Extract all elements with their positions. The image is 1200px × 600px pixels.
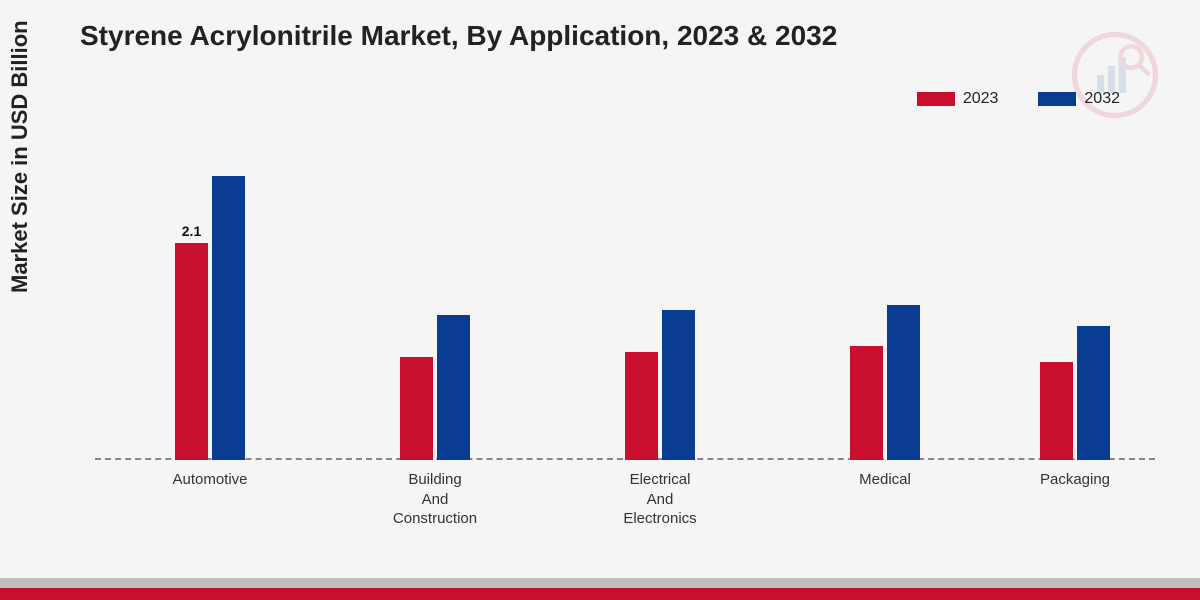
bar-2023 [850,346,883,460]
x-axis-category-label: Medical [815,470,955,490]
legend-label-2023: 2023 [963,90,999,108]
bar-group [400,315,470,460]
chart-plot-area: 2.1 [95,130,1155,460]
x-axis-category-label: BuildingAndConstruction [365,470,505,529]
bar-2032 [437,315,470,460]
bar-2032 [887,305,920,460]
bar-2023: 2.1 [175,243,208,460]
footer-bar [0,578,1200,600]
bar-value-label: 2.1 [182,223,201,239]
watermark-logo [1070,30,1160,125]
legend-swatch-2032 [1038,92,1076,106]
bar-2023 [1040,362,1073,460]
bar-2023 [625,352,658,461]
legend-item-2023: 2023 [917,90,999,108]
legend-swatch-2023 [917,92,955,106]
chart-title: Styrene Acrylonitrile Market, By Applica… [80,20,837,52]
bar-group [850,305,920,460]
legend: 2023 2032 [917,90,1120,108]
footer-bar-red [0,588,1200,600]
footer-bar-grey [0,578,1200,588]
bar-2032 [1077,326,1110,460]
bar-2032 [662,310,695,460]
legend-item-2032: 2032 [1038,90,1120,108]
x-axis-category-label: ElectricalAndElectronics [590,470,730,529]
bar-2023 [400,357,433,460]
x-axis-category-label: Automotive [140,470,280,490]
legend-label-2032: 2032 [1084,90,1120,108]
bar-group [1040,326,1110,460]
y-axis-label: Market Size in USD Billion [7,20,33,293]
x-axis-category-label: Packaging [1005,470,1145,490]
bar-group [625,310,695,460]
bar-2032 [212,176,245,460]
bar-group: 2.1 [175,176,245,460]
